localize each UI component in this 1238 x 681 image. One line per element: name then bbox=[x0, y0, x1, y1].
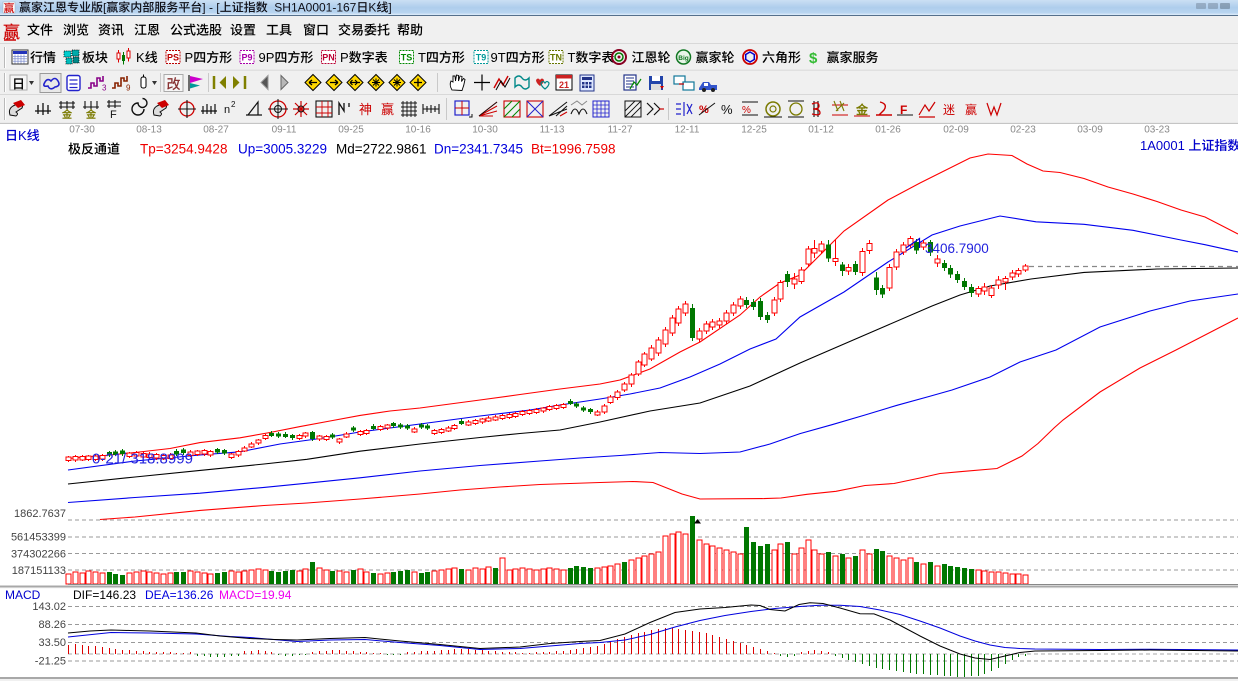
svg-text:PS: PS bbox=[167, 53, 179, 63]
svg-text:K: K bbox=[136, 50, 145, 65]
svg-text:01-26: 01-26 bbox=[875, 125, 901, 136]
svg-text:] - [: ] - [ bbox=[202, 1, 220, 15]
svg-text:$: $ bbox=[809, 50, 818, 67]
svg-text:Tp=3254.9428: Tp=3254.9428 bbox=[140, 142, 227, 157]
svg-text:21: 21 bbox=[559, 80, 569, 90]
svg-text:F: F bbox=[900, 103, 907, 117]
svg-text:10-30: 10-30 bbox=[472, 125, 498, 136]
svg-text:9P: 9P bbox=[259, 50, 275, 65]
svg-text:3: 3 bbox=[102, 84, 107, 93]
svg-text:T: T bbox=[568, 50, 576, 65]
svg-text:08-27: 08-27 bbox=[203, 125, 229, 136]
svg-text:9T: 9T bbox=[491, 50, 506, 65]
svg-text:Dn=2341.7345: Dn=2341.7345 bbox=[434, 142, 523, 157]
svg-text:P: P bbox=[340, 50, 349, 65]
svg-text:K: K bbox=[18, 128, 27, 143]
svg-text:T: T bbox=[418, 50, 426, 65]
svg-text:187151133: 187151133 bbox=[12, 565, 66, 577]
svg-text:%: % bbox=[721, 102, 733, 117]
svg-text:33.50: 33.50 bbox=[38, 637, 66, 649]
svg-text:TS: TS bbox=[401, 53, 413, 63]
svg-text:MACD=19.94: MACD=19.94 bbox=[219, 588, 292, 602]
svg-text:T9: T9 bbox=[476, 53, 487, 63]
svg-text:09-25: 09-25 bbox=[338, 125, 364, 136]
svg-text:02-23: 02-23 bbox=[1010, 125, 1036, 136]
svg-text:PN: PN bbox=[322, 53, 335, 63]
svg-text:Bt=1996.7598: Bt=1996.7598 bbox=[531, 142, 615, 157]
svg-text:迷: 迷 bbox=[943, 103, 955, 117]
svg-text:12-25: 12-25 bbox=[741, 125, 767, 136]
svg-text:3406.7900: 3406.7900 bbox=[925, 241, 989, 256]
svg-text:K: K bbox=[368, 1, 376, 15]
svg-text:09-11: 09-11 bbox=[272, 125, 297, 136]
svg-text:TN: TN bbox=[550, 53, 562, 63]
svg-text:11-27: 11-27 bbox=[608, 125, 633, 136]
svg-text:金: 金 bbox=[61, 108, 73, 121]
svg-text:9: 9 bbox=[126, 84, 131, 93]
svg-text:01-12: 01-12 bbox=[808, 125, 834, 136]
svg-text:-21.25: -21.25 bbox=[35, 656, 66, 668]
svg-text:%: % bbox=[699, 104, 709, 116]
svg-text:Md=2722.9861: Md=2722.9861 bbox=[336, 142, 426, 157]
svg-text:0-21/ 318.8999: 0-21/ 318.8999 bbox=[92, 451, 193, 468]
svg-text:1A0001: 1A0001 bbox=[1140, 138, 1185, 153]
svg-text:12-11: 12-11 bbox=[675, 125, 700, 136]
svg-text:金: 金 bbox=[85, 108, 97, 121]
svg-text:10-16: 10-16 bbox=[405, 125, 431, 136]
svg-text:11-13: 11-13 bbox=[540, 125, 565, 136]
svg-text:金: 金 bbox=[855, 102, 869, 117]
svg-text:03-23: 03-23 bbox=[1144, 125, 1170, 136]
svg-text:07-30: 07-30 bbox=[69, 125, 95, 136]
svg-text:[: [ bbox=[103, 1, 107, 15]
svg-text:神: 神 bbox=[359, 102, 372, 117]
svg-text:02-09: 02-09 bbox=[943, 125, 969, 136]
svg-text:DEA=136.26: DEA=136.26 bbox=[145, 588, 214, 602]
svg-text:1862.7637: 1862.7637 bbox=[14, 508, 66, 520]
svg-text:143.02: 143.02 bbox=[32, 601, 66, 613]
svg-text:]: ] bbox=[388, 1, 391, 15]
svg-text:MACD: MACD bbox=[5, 588, 41, 602]
svg-text:Big: Big bbox=[678, 55, 689, 62]
svg-text:DIF=146.23: DIF=146.23 bbox=[73, 588, 136, 602]
svg-text:Up=3005.3229: Up=3005.3229 bbox=[238, 142, 327, 157]
svg-text:561453399: 561453399 bbox=[11, 532, 66, 544]
svg-text:03-09: 03-09 bbox=[1077, 125, 1103, 136]
svg-text:%: % bbox=[742, 105, 751, 116]
svg-text:P9: P9 bbox=[241, 53, 252, 63]
svg-text:P: P bbox=[185, 50, 194, 65]
svg-text:n: n bbox=[224, 104, 230, 116]
svg-text:赢: 赢 bbox=[381, 102, 394, 117]
svg-text:08-13: 08-13 bbox=[136, 125, 162, 136]
svg-text:88.26: 88.26 bbox=[38, 619, 66, 631]
svg-text:2: 2 bbox=[231, 100, 236, 109]
svg-text:F: F bbox=[110, 109, 117, 121]
svg-text:374302266: 374302266 bbox=[11, 549, 66, 561]
svg-text:赢: 赢 bbox=[965, 102, 977, 117]
svg-text:SH1A0001-167: SH1A0001-167 bbox=[274, 1, 356, 15]
